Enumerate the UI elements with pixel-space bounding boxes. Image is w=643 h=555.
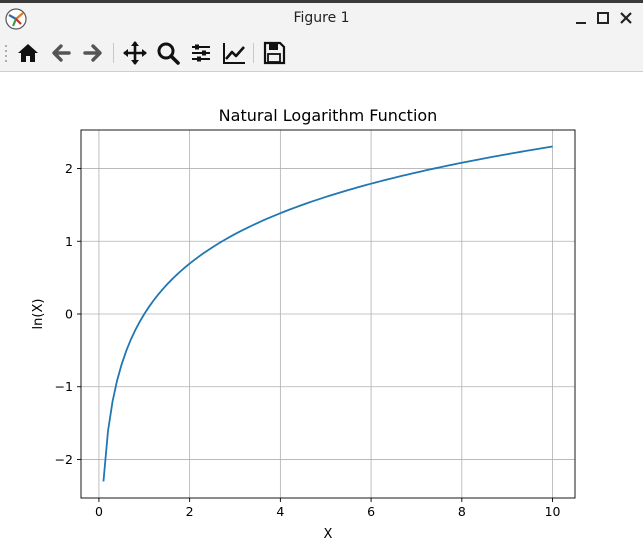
y-tick-label: 0: [65, 307, 73, 322]
navigation-toolbar: [0, 34, 643, 72]
home-icon[interactable]: [14, 39, 42, 67]
series-line-ln: [102, 145, 553, 482]
x-tick-label: 8: [458, 504, 466, 519]
y-tick-label: 2: [65, 161, 73, 176]
toolbar-grip-icon: [5, 45, 7, 62]
x-axis-label: X: [324, 527, 333, 542]
close-icon[interactable]: [615, 7, 637, 29]
arrow-right-icon[interactable]: [79, 39, 107, 67]
y-axis-label: ln(X): [31, 299, 46, 330]
ticks: 0 2 4 6 8 10 −2 −1 0 1 2: [55, 161, 561, 519]
x-tick-label: 0: [95, 504, 103, 519]
maximize-icon[interactable]: [592, 7, 614, 29]
magnifier-icon[interactable]: [154, 39, 182, 67]
window-title: Figure 1: [293, 10, 350, 26]
toolbar-separator: [113, 43, 114, 63]
x-tick-label: 4: [276, 504, 284, 519]
grid-lines: [81, 130, 575, 498]
toolbar-separator: [253, 43, 254, 63]
window-top-border: [0, 0, 643, 3]
chart-title: Natural Logarithm Function: [219, 106, 438, 125]
x-tick-label: 2: [186, 504, 194, 519]
matplotlib-logo-icon: [5, 8, 27, 30]
arrow-left-icon[interactable]: [47, 39, 75, 67]
y-tick-label: 1: [65, 234, 73, 249]
y-tick-label: −1: [55, 379, 73, 394]
line-chart-icon[interactable]: [220, 39, 248, 67]
chart: 0 2 4 6 8 10 −2 −1 0 1 2 Natural Logarithm Functio…: [31, 106, 576, 542]
figure-canvas: 0 2 4 6 8 10 −2 −1 0 1 2 Natural Logarithm Functio…: [0, 72, 643, 551]
sliders-icon[interactable]: [187, 39, 215, 67]
x-tick-label: 10: [545, 504, 561, 519]
floppy-disk-icon[interactable]: [260, 39, 288, 67]
x-tick-label: 6: [367, 504, 375, 519]
title-bar: Figure 1: [0, 3, 643, 34]
move-icon[interactable]: [121, 39, 149, 67]
minimize-icon[interactable]: [570, 7, 592, 29]
y-tick-label: −2: [55, 452, 73, 467]
